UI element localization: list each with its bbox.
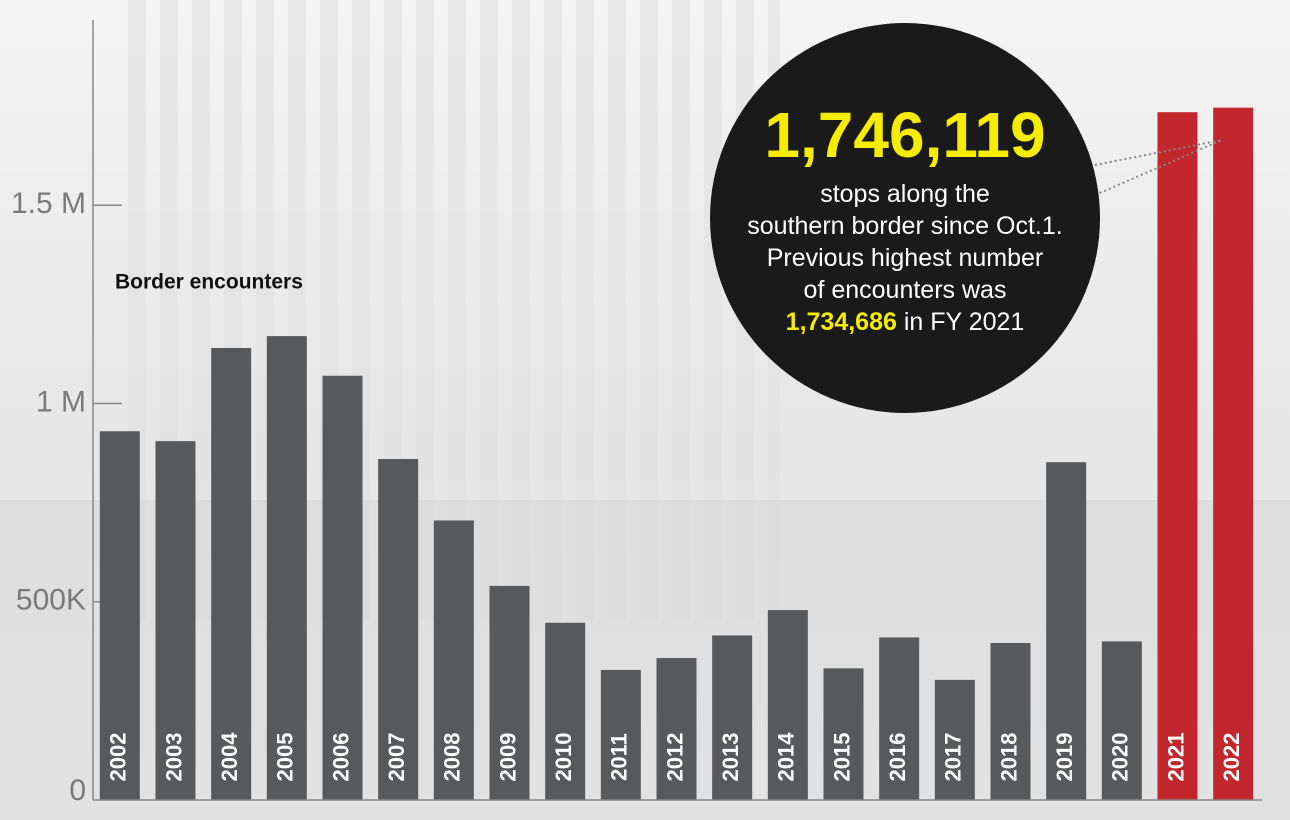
x-tick-label: 2014 [774,732,799,782]
bar [712,635,753,800]
x-tick-label: 2016 [885,733,910,782]
callout-line [1094,139,1223,166]
callout-suffix: in FY 2021 [904,308,1024,336]
callout-line-text: Previous highest number [767,244,1044,272]
callout-line-text: stops along the [820,180,990,208]
x-tick-label: 2010 [551,733,576,782]
y-tick-label: 500K [16,584,86,617]
chart-label: Border encounters [115,271,303,294]
bar [489,585,530,800]
x-tick-label: 2005 [273,733,298,782]
bar [99,431,140,800]
callout-line-text: of encounters was [804,276,1007,304]
x-tick-label: 2022 [1219,733,1244,782]
callout-last-line: 1,734,686 in FY 2021 [786,308,1025,336]
callout-line-text: southern border since Oct.1. [747,212,1062,240]
bar [823,668,864,800]
bar [1157,112,1198,800]
x-tick-label: 2004 [217,732,242,782]
callout-circle [710,23,1100,413]
bar [322,375,363,800]
bar [990,642,1031,800]
bar [155,441,196,800]
bar [879,637,920,800]
x-tick-label: 2007 [384,733,409,782]
x-tick-label: 2013 [718,733,743,782]
bar [600,669,641,800]
x-tick-label: 2015 [829,733,854,782]
x-tick-label: 2019 [1052,733,1077,782]
x-tick-label: 2002 [106,733,131,782]
x-tick-label: 2011 [607,733,632,781]
x-tick-label: 2009 [495,733,520,782]
bar [378,459,419,800]
x-tick-label: 2003 [161,733,186,782]
bar [1213,107,1254,800]
bar [1046,462,1087,800]
x-tick-label: 2018 [996,733,1021,782]
bar [433,520,474,800]
bar [934,679,975,800]
callout-headline: 1,746,119 [764,99,1045,171]
y-tick-label: 0 [69,774,86,807]
x-tick-label: 2008 [440,733,465,782]
bar [266,336,307,800]
x-tick-label: 2021 [1163,733,1188,782]
y-tick-label: 1.5 M [11,187,86,220]
x-tick-label: 2017 [941,733,966,782]
callout-line [1094,139,1223,196]
bar [211,347,252,800]
bar [767,610,808,800]
x-tick-label: 2020 [1108,733,1133,782]
bar [545,622,586,800]
bar [656,658,697,800]
x-tick-label: 2006 [328,733,353,782]
y-tick-label: 1 M [36,385,86,418]
callout-highlight: 1,734,686 [786,308,897,336]
x-tick-label: 2012 [662,733,687,782]
bar [1101,641,1142,800]
